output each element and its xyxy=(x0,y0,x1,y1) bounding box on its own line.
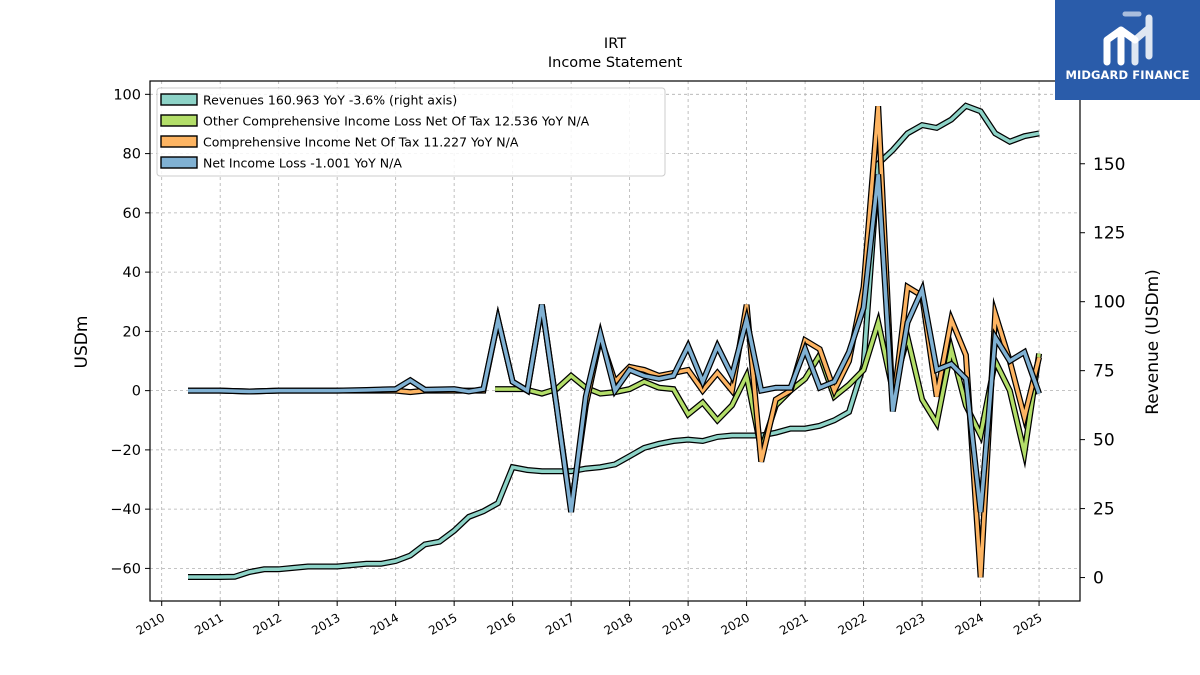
x-tick-label: 2024 xyxy=(953,610,986,637)
x-tick-label: 2013 xyxy=(309,610,342,637)
x-tick-label: 2011 xyxy=(192,610,225,637)
y-tick-label: 80 xyxy=(123,147,141,163)
x-tick-label: 2022 xyxy=(836,610,869,637)
x-tick-label: 2017 xyxy=(543,610,576,637)
legend-swatch xyxy=(160,156,198,169)
y-right-tick-label: 75 xyxy=(1093,362,1115,382)
x-tick-label: 2012 xyxy=(251,610,284,637)
y-right-tick-label: 100 xyxy=(1093,293,1125,313)
legend-entry: Comprehensive Income Net Of Tax 11.227 Y… xyxy=(203,135,519,150)
x-tick-label: 2025 xyxy=(1011,610,1044,637)
y-tick-label: −20 xyxy=(110,443,141,459)
y-right-tick-label: 150 xyxy=(1093,155,1125,175)
axes: 2010 2011 2012 2013 2014 2015 2016 2017 2018 2019… xyxy=(110,87,1125,638)
y-tick-label: −40 xyxy=(110,502,141,518)
legend-swatch xyxy=(160,135,198,148)
chart-title: IRT xyxy=(604,36,626,52)
plot-frame xyxy=(149,80,1081,602)
legend-swatch xyxy=(160,93,198,106)
legend-entry: Other Comprehensive Income Loss Net Of T… xyxy=(203,114,590,129)
y-right-tick-label: 0 xyxy=(1093,569,1104,589)
y-axis-label-right: Revenue (USDm) xyxy=(1143,269,1163,415)
brand-logo: MIDGARD FINANCE xyxy=(1055,0,1200,100)
x-tick-label: 2015 xyxy=(426,610,459,637)
series-layer xyxy=(188,102,1043,580)
legend-swatch xyxy=(160,114,198,127)
y-right-tick-label: 25 xyxy=(1093,500,1115,520)
legend-box xyxy=(156,87,666,177)
y-tick-label: 0 xyxy=(132,384,141,400)
midgard-emblem-icon xyxy=(1103,11,1153,66)
legend-entry: Revenues 160.963 YoY -3.6% (right axis) xyxy=(203,93,457,108)
x-tick-label: 2016 xyxy=(485,610,518,637)
y-axis-label-left: USDm xyxy=(72,316,92,369)
legend-entry: Net Income Loss -1.001 YoY N/A xyxy=(203,156,402,171)
x-tick-label: 2023 xyxy=(894,610,927,637)
y-right-tick-label: 50 xyxy=(1093,431,1115,451)
x-tick-label: 2020 xyxy=(719,610,752,637)
series-line xyxy=(188,103,1040,579)
x-tick-label: 2010 xyxy=(134,610,167,637)
y-tick-label: −60 xyxy=(110,561,141,577)
chart-subtitle: Income Statement xyxy=(548,55,683,71)
x-tick-label: 2021 xyxy=(777,610,810,637)
x-tick-label: 2018 xyxy=(602,610,635,637)
legend: Revenues 160.963 YoY -3.6% (right axis) O… xyxy=(156,87,666,177)
y-right-tick-label: 125 xyxy=(1093,224,1125,244)
y-tick-label: 20 xyxy=(123,324,141,340)
x-tick-label: 2014 xyxy=(368,610,401,637)
y-tick-label: 60 xyxy=(123,206,141,222)
y-tick-label: 40 xyxy=(123,265,141,281)
logo-text: MIDGARD FINANCE xyxy=(1065,68,1190,82)
x-tick-label: 2019 xyxy=(660,610,693,637)
series-line xyxy=(188,174,1041,513)
y-tick-label: 100 xyxy=(113,87,141,103)
